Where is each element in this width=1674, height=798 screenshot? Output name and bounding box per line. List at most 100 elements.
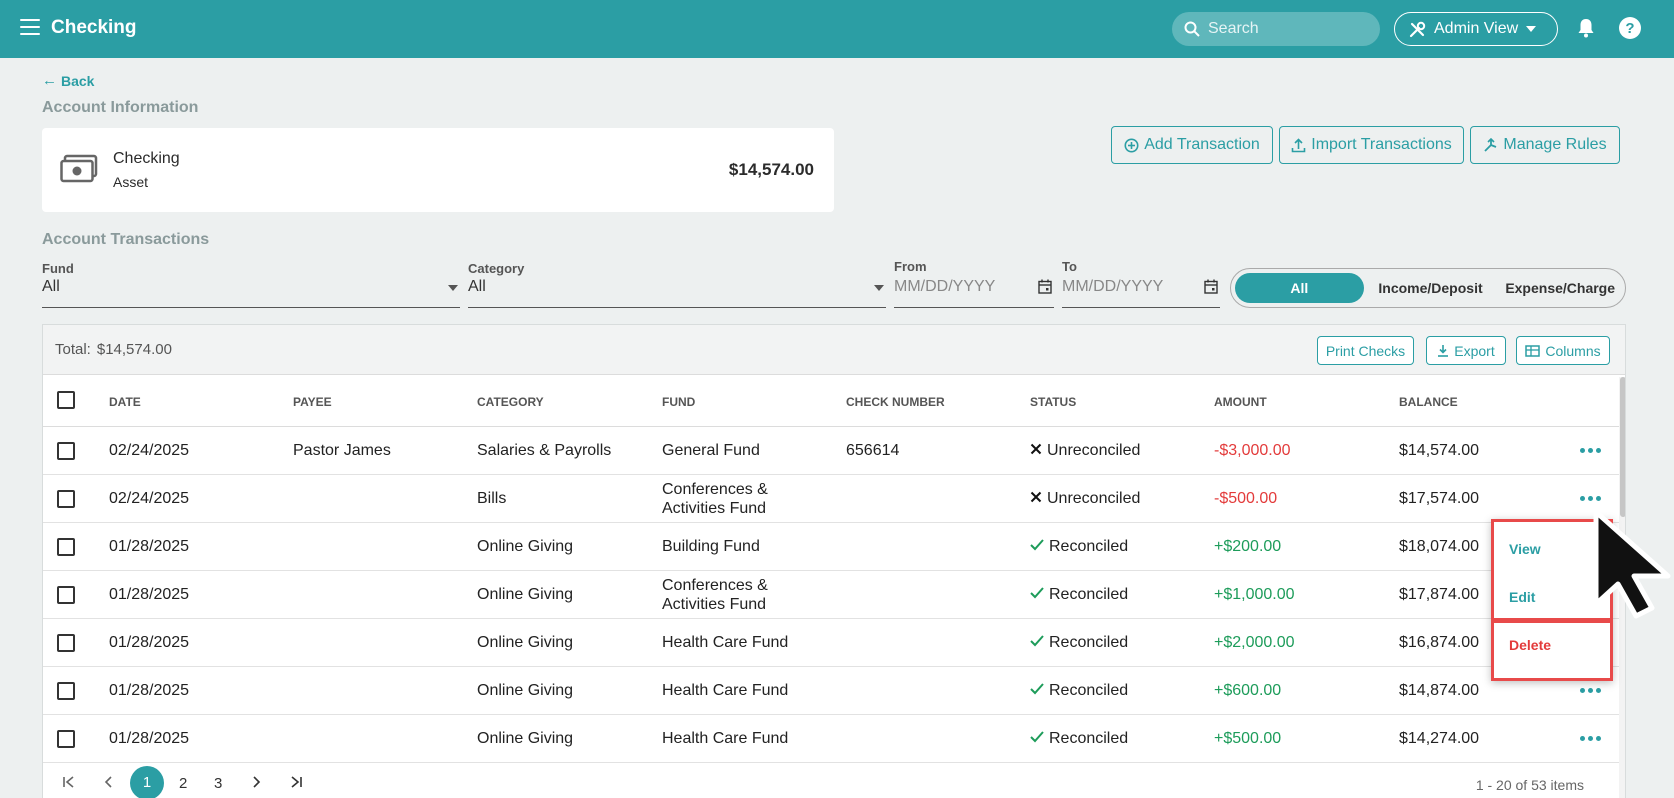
top-bar: Checking Admin View ? [0,0,1674,58]
search-input[interactable] [1208,20,1368,38]
menu-icon[interactable] [20,19,40,35]
cell-date: 02/24/2025 [109,490,190,507]
add-transaction-label: Add Transaction [1144,136,1260,153]
cell-payee: Pastor James [293,442,391,459]
table-row[interactable]: 01/28/2025 Online Giving Conferences & Act… [43,571,1619,619]
cell-balance: $17,574.00 [1399,490,1480,507]
to-date-input[interactable]: MM/DD/YYYY [1062,276,1220,308]
export-button[interactable]: Export [1426,336,1506,365]
column-header-date[interactable]: DATE [109,395,141,409]
manage-rules-label: Manage Rules [1503,136,1607,153]
table-row[interactable]: 02/24/2025 Pastor James Salaries & Payroll… [43,427,1619,475]
chevron-down-icon [448,285,458,291]
cell-status: Reconciled [1030,633,1128,652]
cell-category: Bills [477,490,507,507]
download-icon [1438,345,1449,357]
column-header-category[interactable]: CATEGORY [477,395,544,409]
fund-filter-value: All [42,278,60,295]
next-page-icon[interactable] [252,775,262,793]
page-3[interactable]: 3 [214,775,223,792]
admin-view-button[interactable]: Admin View [1394,12,1558,46]
column-header-fund[interactable]: FUND [662,395,696,409]
column-header-amount[interactable]: AMOUNT [1214,395,1267,409]
page-1[interactable]: 1 [130,766,164,798]
table-row[interactable]: 01/28/2025 Online Giving Health Care Fund R… [43,715,1619,763]
segment-expense-charge[interactable]: Expense/Charge [1505,280,1616,296]
pagination: 1 2 3 1 - 20 of 53 items [0,765,1626,798]
scrollbar-thumb[interactable] [1620,377,1625,517]
row-checkbox[interactable] [57,538,75,556]
cell-status: Reconciled [1030,729,1128,748]
close-icon [1030,441,1042,460]
add-transaction-button[interactable]: Add Transaction [1111,126,1273,164]
select-all-checkbox[interactable] [57,391,75,409]
search-icon [1184,21,1200,37]
cell-category: Online Giving [477,730,574,747]
row-checkbox[interactable] [57,634,75,652]
row-checkbox[interactable] [57,490,75,508]
cell-balance: $14,874.00 [1399,682,1480,699]
plus-circle-icon [1124,138,1139,152]
cell-amount: +$2,000.00 [1214,634,1295,651]
more-actions-icon[interactable] [1580,736,1601,741]
search-box[interactable] [1172,12,1380,46]
status-label: Reconciled [1049,682,1129,699]
highlight-box-delete [1491,620,1613,681]
cell-date: 01/28/2025 [109,586,190,603]
account-information-heading: Account Information [42,99,199,116]
prev-page-icon[interactable] [103,775,113,793]
table-row[interactable]: 01/28/2025 Online Giving Health Care Fund R… [43,667,1619,715]
status-label: Unreconciled [1047,490,1141,507]
calendar-icon[interactable] [1038,279,1052,294]
table-toolbar: Total: $14,574.00 Print Checks Export Col… [43,325,1625,375]
money-icon [60,154,98,183]
help-icon[interactable]: ? [1619,17,1641,39]
status-label: Unreconciled [1047,442,1141,459]
column-header-balance[interactable]: BALANCE [1399,395,1458,409]
menu-item-view[interactable]: View [1509,541,1541,557]
from-date-input[interactable]: MM/DD/YYYY [894,276,1054,308]
table-header: DATE PAYEE CATEGORY FUND CHECK NUMBER ST… [43,375,1619,427]
bell-icon[interactable] [1577,18,1595,38]
row-checkbox[interactable] [57,682,75,700]
table-row[interactable]: 02/24/2025 Bills Conferences & Activities … [43,475,1619,523]
fund-filter-select[interactable]: All [42,276,460,308]
segment-all[interactable]: All [1235,273,1364,303]
row-checkbox[interactable] [57,586,75,604]
check-icon [1030,537,1044,556]
column-header-check-number[interactable]: CHECK NUMBER [846,395,945,409]
row-checkbox[interactable] [57,442,75,460]
calendar-icon[interactable] [1204,279,1218,294]
cell-fund: Conferences & Activities Fund [662,481,768,517]
menu-item-edit[interactable]: Edit [1509,589,1536,605]
table-row[interactable]: 01/28/2025 Online Giving Health Care Fund R… [43,619,1619,667]
account-transactions-heading: Account Transactions [42,231,210,248]
to-date-placeholder: MM/DD/YYYY [1062,278,1164,295]
more-actions-icon[interactable] [1580,688,1601,693]
back-link[interactable]: ← Back [42,72,94,89]
menu-item-delete[interactable]: Delete [1509,637,1552,653]
row-checkbox[interactable] [57,730,75,748]
more-actions-icon[interactable] [1580,496,1601,501]
columns-button[interactable]: Columns [1516,336,1610,365]
page-2[interactable]: 2 [179,775,188,792]
import-transactions-button[interactable]: Import Transactions [1279,126,1464,164]
column-header-status[interactable]: STATUS [1030,395,1077,409]
more-actions-icon[interactable] [1580,448,1601,453]
from-date-placeholder: MM/DD/YYYY [894,278,996,295]
import-transactions-label: Import Transactions [1311,136,1452,153]
category-filter-select[interactable]: All [468,276,886,308]
cell-amount: +$600.00 [1214,682,1282,699]
last-page-icon[interactable] [289,775,303,793]
cell-category: Online Giving [477,634,574,651]
cell-fund: Conferences & Activities Fund [662,577,768,613]
segment-income-deposit[interactable]: Income/Deposit [1378,280,1483,296]
cell-fund: Building Fund [662,538,760,555]
manage-rules-button[interactable]: Manage Rules [1470,126,1620,164]
column-header-payee[interactable]: PAYEE [293,395,332,409]
chevron-down-icon [1526,26,1537,32]
first-page-icon[interactable] [62,775,76,793]
print-checks-button[interactable]: Print Checks [1317,336,1414,365]
table-row[interactable]: 01/28/2025 Online Giving Building Fund Reco… [43,523,1619,571]
page-info: 1 - 20 of 53 items [1475,777,1584,793]
